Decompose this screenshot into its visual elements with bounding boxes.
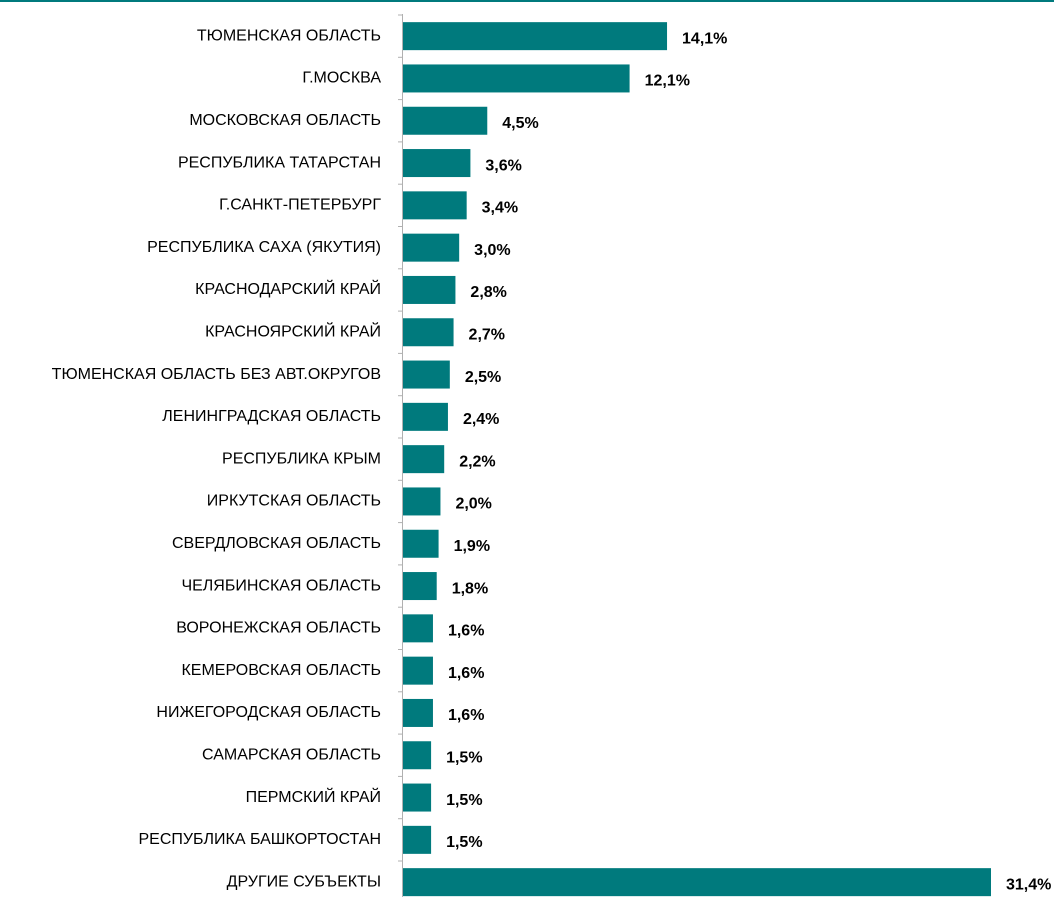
category-label: ДРУГИЕ СУБЪЕКТЫ xyxy=(227,873,381,890)
value-label: 1,5% xyxy=(446,834,482,851)
bar xyxy=(403,318,454,347)
category-label: СВЕРДЛОВСКАЯ ОБЛАСТЬ xyxy=(172,535,381,552)
category-label: НИЖЕГОРОДСКАЯ ОБЛАСТЬ xyxy=(156,704,381,721)
value-label: 2,5% xyxy=(465,369,501,386)
category-label: РЕСПУБЛИКА КРЫМ xyxy=(222,450,381,467)
value-label: 1,8% xyxy=(452,580,488,597)
bar xyxy=(403,402,448,431)
value-label: 1,6% xyxy=(448,707,484,724)
bar xyxy=(403,275,456,304)
category-label: ТЮМЕНСКАЯ ОБЛАСТЬ xyxy=(197,27,381,44)
category-label: КРАСНОЯРСКИЙ КРАЙ xyxy=(205,321,381,340)
category-label: ЛЕНИНГРАДСКАЯ ОБЛАСТЬ xyxy=(162,408,381,425)
bar xyxy=(403,64,630,93)
value-label: 2,8% xyxy=(470,284,506,301)
value-label: 2,4% xyxy=(463,411,499,428)
category-label: ВОРОНЕЖСКАЯ ОБЛАСТЬ xyxy=(176,620,381,637)
bar xyxy=(403,191,467,220)
bar xyxy=(403,741,432,770)
bar xyxy=(403,825,432,854)
category-label: ИРКУТСКАЯ ОБЛАСТЬ xyxy=(207,493,381,510)
bar xyxy=(403,22,668,51)
category-label: ТЮМЕНСКАЯ ОБЛАСТЬ БЕЗ АВТ.ОКРУГОВ xyxy=(52,366,381,383)
value-label: 14,1% xyxy=(682,30,727,47)
bar xyxy=(403,698,433,727)
bar xyxy=(403,572,437,601)
category-label: САМАРСКАЯ ОБЛАСТЬ xyxy=(202,746,381,763)
category-label: Г.САНКТ-ПЕТЕРБУРГ xyxy=(219,197,381,214)
category-label: РЕСПУБЛИКА САХА (ЯКУТИЯ) xyxy=(147,239,381,256)
bar xyxy=(403,529,439,558)
top-rule xyxy=(0,0,1054,2)
value-label: 2,2% xyxy=(459,453,495,470)
value-label: 3,4% xyxy=(482,200,518,217)
bar xyxy=(403,614,433,643)
value-label: 1,6% xyxy=(448,623,484,640)
value-label: 1,5% xyxy=(446,792,482,809)
bar xyxy=(403,868,991,897)
value-label: 2,7% xyxy=(469,326,505,343)
value-label: 3,0% xyxy=(474,242,510,259)
value-label: 1,5% xyxy=(446,749,482,766)
category-label: ПЕРМСКИЙ КРАЙ xyxy=(246,787,381,806)
value-label: 12,1% xyxy=(645,73,690,90)
bar xyxy=(403,106,488,135)
category-label: МОСКОВСКАЯ ОБЛАСТЬ xyxy=(189,112,381,129)
category-label: Г.МОСКВА xyxy=(302,70,381,87)
category-label: РЕСПУБЛИКА ТАТАРСТАН xyxy=(178,154,381,171)
category-label: РЕСПУБЛИКА БАШКОРТОСТАН xyxy=(138,831,381,848)
bar xyxy=(403,487,441,516)
value-label: 2,0% xyxy=(455,496,491,513)
value-label: 4,5% xyxy=(502,115,538,132)
bar xyxy=(403,783,432,812)
bar xyxy=(403,360,450,389)
bar xyxy=(403,233,460,262)
value-label: 1,6% xyxy=(448,665,484,682)
value-label: 1,9% xyxy=(454,538,490,555)
category-label: ЧЕЛЯБИНСКАЯ ОБЛАСТЬ xyxy=(181,577,381,594)
bar xyxy=(403,149,471,178)
category-label: КРАСНОДАРСКИЙ КРАЙ xyxy=(195,279,381,298)
value-label: 31,4% xyxy=(1006,876,1051,893)
bar xyxy=(403,656,433,685)
bar xyxy=(403,445,445,474)
value-label: 3,6% xyxy=(485,157,521,174)
category-label: КЕМЕРОВСКАЯ ОБЛАСТЬ xyxy=(181,662,381,679)
